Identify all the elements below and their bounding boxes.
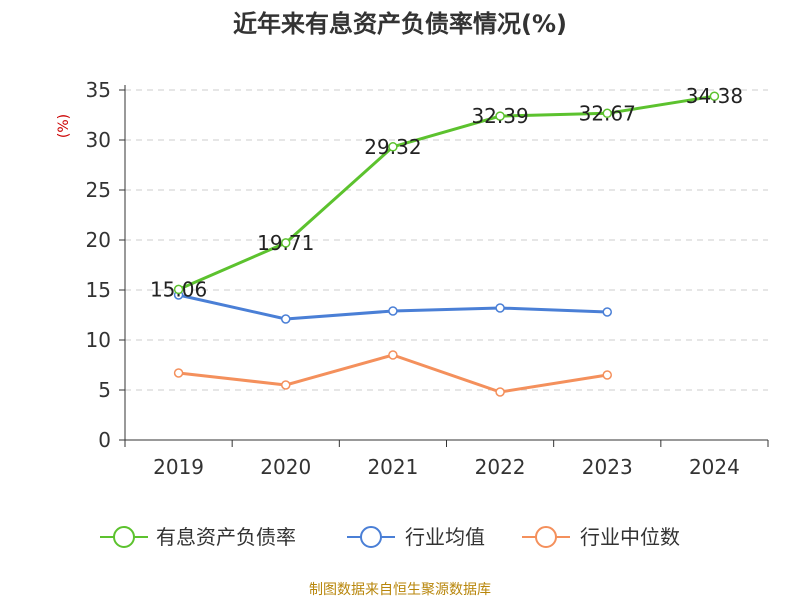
data-point: [388, 350, 398, 360]
series-line: [177, 94, 715, 291]
legend: 有息资产负债率 行业均值 行业中位数: [100, 525, 680, 549]
y-axis-label: (%): [56, 114, 72, 138]
data-point: [602, 370, 612, 380]
chart-title: 近年来有息资产负债率情况(%): [233, 10, 567, 38]
x-tick-label: 2019: [153, 455, 204, 479]
data-point: [281, 238, 291, 248]
data-point: [388, 306, 398, 316]
legend-label: 有息资产负债率: [156, 525, 296, 549]
y-tick-label: 20: [86, 228, 111, 252]
y-tick-label: 15: [86, 278, 111, 302]
data-label: 15.06: [150, 277, 207, 301]
data-point: [602, 108, 612, 119]
x-tick-label: 2022: [475, 455, 526, 479]
x-tick-label: 2023: [582, 455, 633, 479]
data-labels: 15.06 19.71 29.32 32.39 32.67 34.38: [150, 84, 743, 301]
data-point: [281, 314, 291, 324]
y-tick-label: 10: [86, 328, 111, 352]
legend-label: 行业中位数: [580, 525, 680, 549]
data-point: [709, 91, 720, 101]
data-point: [173, 284, 184, 295]
data-label: 29.32: [364, 135, 421, 159]
data-point: [495, 111, 505, 121]
x-tick-label: 2020: [260, 455, 311, 479]
data-point: [281, 380, 291, 390]
x-tick-label: 2024: [689, 455, 740, 479]
axes: 0 5 10 15 20 25 30 35 2019 2020 2021 2022 2023 2024: [86, 78, 769, 479]
series-group: [173, 91, 720, 397]
y-tick-label: 0: [98, 428, 111, 452]
y-tick-label: 30: [86, 128, 111, 152]
y-tick-label: 25: [86, 178, 111, 202]
legend-marker: [113, 526, 135, 548]
data-label: 32.39: [471, 104, 528, 128]
grid-lines: [125, 89, 768, 391]
data-point: [388, 142, 398, 152]
data-point: [495, 303, 505, 313]
data-label: 32.67: [579, 101, 636, 125]
data-point: [602, 307, 612, 317]
series-line: [178, 353, 608, 394]
data-label: 19.71: [257, 231, 314, 255]
source-note: 制图数据来自恒生聚源数据库: [309, 582, 491, 598]
legend-label: 行业均值: [405, 525, 485, 549]
legend-marker: [360, 526, 382, 548]
data-point: [173, 368, 184, 378]
x-tick-label: 2021: [367, 455, 418, 479]
y-tick-label: 35: [86, 78, 111, 102]
legend-marker: [535, 526, 557, 548]
data-label: 34.38: [686, 84, 743, 108]
y-tick-label: 5: [98, 378, 111, 402]
data-point: [495, 387, 505, 397]
